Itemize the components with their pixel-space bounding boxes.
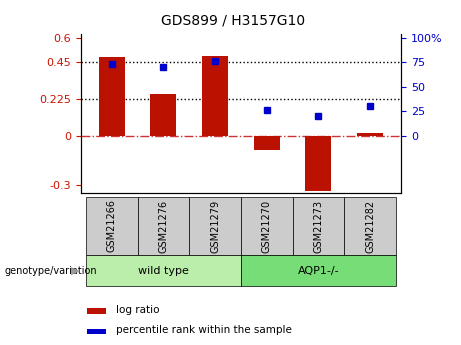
- Text: wild type: wild type: [138, 266, 189, 276]
- Text: genotype/variation: genotype/variation: [5, 266, 97, 276]
- Bar: [99, 57, 124, 136]
- Bar: [357, 133, 383, 136]
- Bar: [202, 56, 228, 136]
- Text: ▶: ▶: [71, 266, 80, 276]
- Bar: [86, 255, 241, 286]
- Bar: [150, 94, 176, 136]
- Text: GDS899 / H3157G10: GDS899 / H3157G10: [161, 14, 305, 28]
- Bar: [87, 328, 106, 334]
- Text: percentile rank within the sample: percentile rank within the sample: [116, 325, 292, 335]
- Text: GSM21276: GSM21276: [159, 199, 168, 253]
- Text: log ratio: log ratio: [116, 305, 160, 315]
- Bar: [137, 197, 189, 255]
- Text: GSM21266: GSM21266: [106, 199, 117, 253]
- Bar: [254, 136, 280, 150]
- Bar: [87, 308, 106, 314]
- Bar: [306, 136, 331, 191]
- Text: AQP1-/-: AQP1-/-: [297, 266, 339, 276]
- Bar: [241, 197, 293, 255]
- Text: GSM21270: GSM21270: [262, 199, 272, 253]
- Bar: [189, 197, 241, 255]
- Bar: [344, 197, 396, 255]
- Bar: [86, 197, 137, 255]
- Bar: [241, 255, 396, 286]
- Bar: [293, 197, 344, 255]
- Text: GSM21279: GSM21279: [210, 199, 220, 253]
- Text: GSM21282: GSM21282: [365, 199, 375, 253]
- Text: GSM21273: GSM21273: [313, 199, 323, 253]
